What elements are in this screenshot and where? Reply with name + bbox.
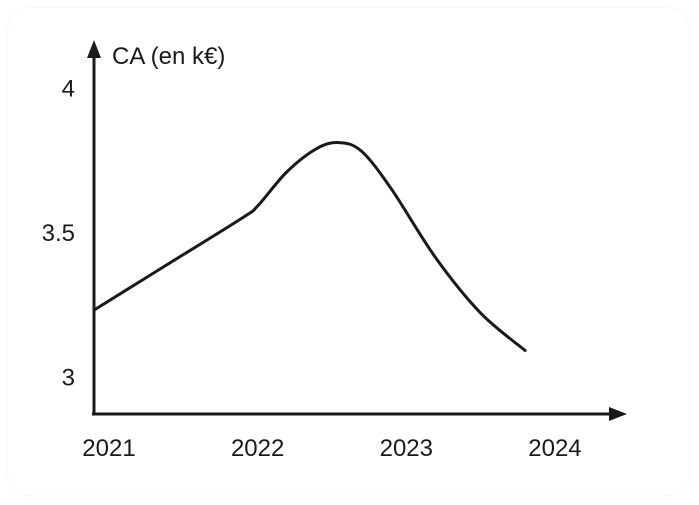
axes	[87, 40, 627, 421]
x-tick-labels: 2021 2022 2023 2024	[82, 435, 581, 462]
x-tick-label: 2022	[231, 435, 284, 462]
series-group	[92, 141, 527, 352]
y-axis-label: CA (en k€)	[112, 43, 225, 70]
x-axis-arrow	[609, 407, 627, 421]
y-tick-label: 3	[62, 364, 75, 391]
series-line	[92, 141, 527, 352]
y-tick-label: 4	[62, 76, 75, 103]
y-tick-labels: 33.54	[42, 76, 75, 392]
y-axis-arrow	[87, 40, 101, 58]
x-tick-label: 2023	[380, 435, 433, 462]
y-tick-label: 3.5	[42, 220, 75, 247]
x-tick-label: 2021	[82, 435, 135, 462]
x-tick-label: 2024	[528, 435, 581, 462]
